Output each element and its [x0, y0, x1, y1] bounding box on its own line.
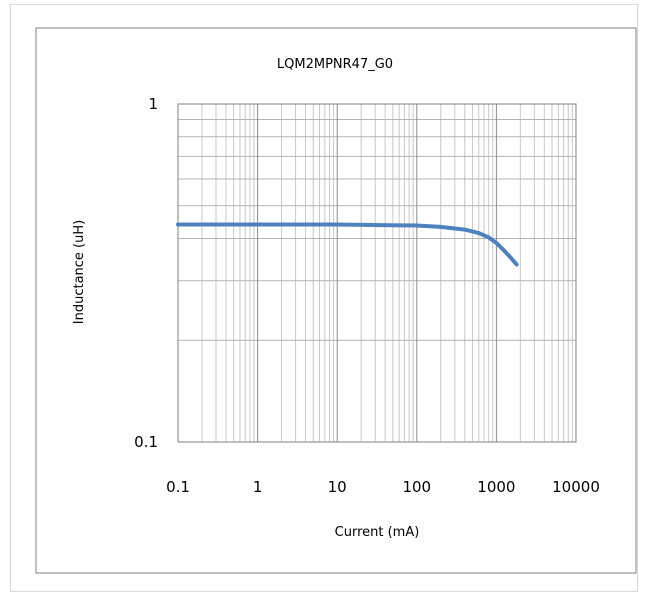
y-tick-labels: 0.11: [134, 95, 158, 451]
minor-gridlines: [178, 104, 576, 442]
series-group: [176, 222, 519, 267]
x-axis-label: Current (mA): [335, 525, 420, 540]
x-tick-label: 10: [328, 478, 347, 496]
y-tick-label: 1: [148, 95, 158, 113]
chart-frame: [10, 4, 638, 592]
x-tick-label: 1: [253, 478, 263, 496]
x-tick-label: 1000: [477, 478, 515, 496]
x-tick-label: 100: [402, 478, 431, 496]
chart-area-border: [35, 27, 637, 574]
x-tick-label: 10000: [552, 478, 600, 496]
series-line-0: [176, 222, 519, 267]
major-gridlines: [177, 104, 577, 442]
plot-area-border: [177, 103, 577, 443]
y-axis-label: Inductance (uH): [72, 220, 87, 324]
x-tick-labels: 0.1 1 10 100 1000 10000: [166, 478, 600, 496]
x-tick-label: 0.1: [166, 478, 190, 496]
chart-title: LQM2MPNR47_G0: [277, 57, 393, 72]
y-tick-label: 0.1: [134, 433, 158, 451]
